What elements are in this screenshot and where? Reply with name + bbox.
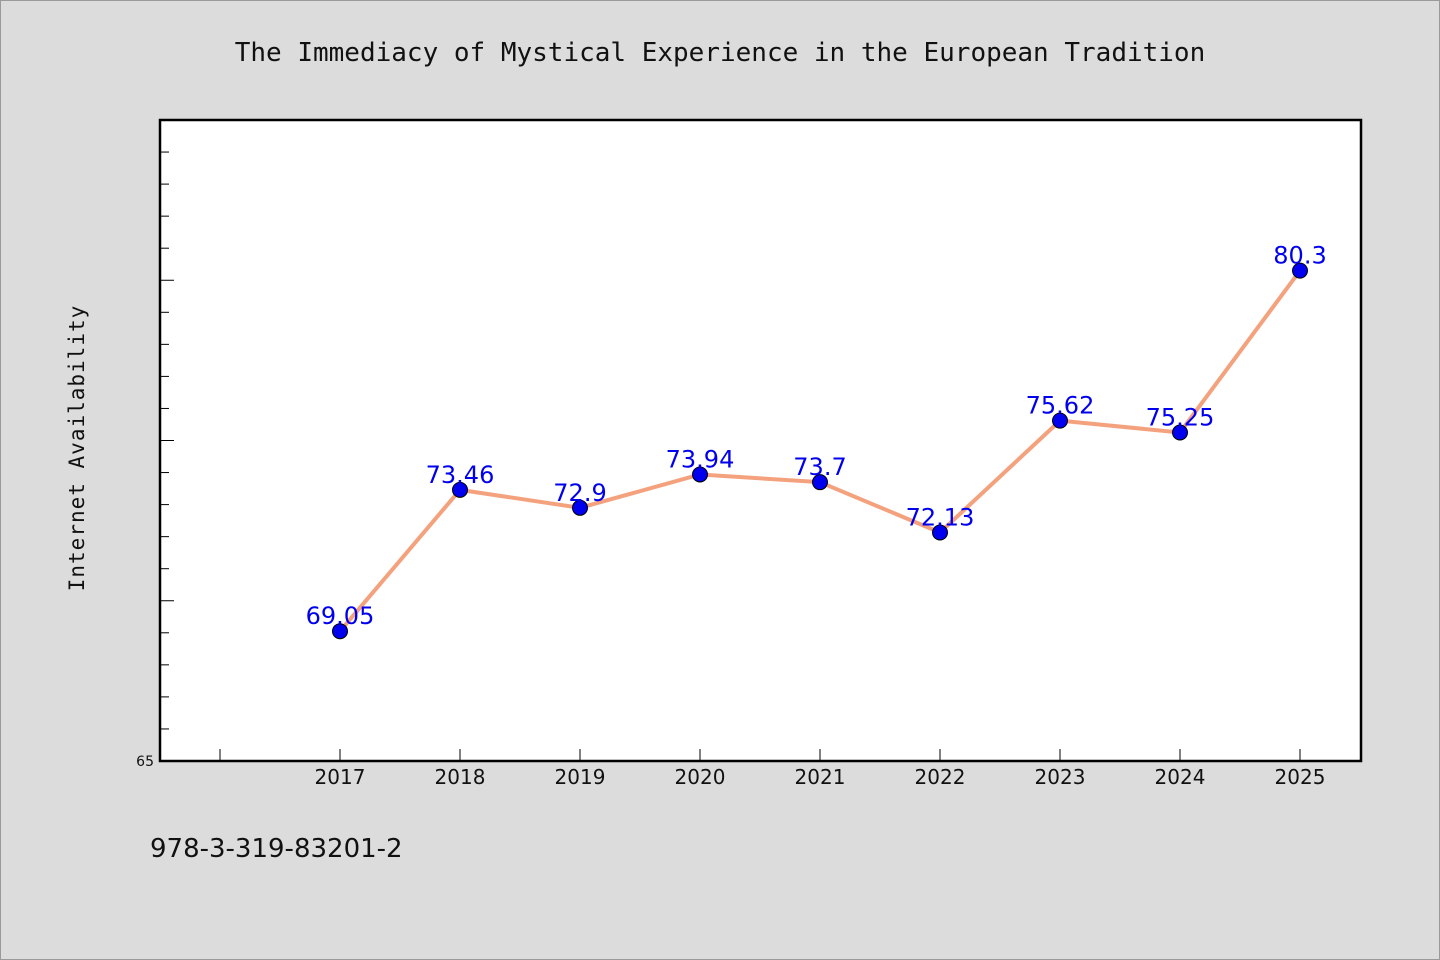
x-tick-label: 2022 — [915, 765, 966, 789]
data-point-marker — [1172, 424, 1188, 441]
x-tick-label: 2017 — [315, 765, 366, 789]
data-point-marker — [452, 481, 468, 498]
data-point-marker — [332, 623, 348, 640]
y-tick-label: 65 — [136, 754, 154, 770]
data-label: 75.25 — [1146, 403, 1215, 431]
x-tick-label: 2024 — [1155, 765, 1206, 789]
data-label: 75.62 — [1026, 392, 1095, 420]
data-label: 72.13 — [906, 503, 975, 531]
x-tick-label: 2021 — [795, 765, 846, 789]
data-point-marker — [1052, 412, 1068, 429]
data-label-group: 69.05 73.46 72.9 73.94 73.7 72.13 75.62 75.25 80… — [306, 242, 1327, 631]
data-label: 73.46 — [426, 461, 495, 489]
x-tick-label: 2018 — [435, 765, 486, 789]
isbn-footer: 978-3-319-83201-2 — [150, 834, 403, 864]
plot-area — [158, 118, 1363, 763]
x-axis-ticks: 2017 2018 2019 2020 2021 2022 2023 2024 2025 — [219, 749, 1326, 789]
marker-group — [332, 262, 1308, 640]
data-label: 69.05 — [306, 602, 375, 630]
y-axis-label: Internet Availability — [65, 305, 89, 592]
x-tick-label: 2025 — [1275, 765, 1326, 789]
data-point-marker — [1292, 262, 1308, 279]
x-tick-label: 2020 — [675, 765, 726, 789]
data-point-marker — [572, 499, 588, 516]
x-tick-label: 2019 — [555, 765, 606, 789]
x-tick-label: 2023 — [1035, 765, 1086, 789]
chart-title: The Immediacy of Mystical Experience in … — [235, 38, 1206, 68]
data-point-marker — [812, 474, 828, 491]
data-point-marker — [932, 524, 948, 541]
data-label: 73.7 — [793, 453, 846, 481]
data-point-marker — [692, 466, 708, 483]
y-axis-ticks: 65 — [136, 151, 174, 770]
data-label: 80.3 — [1273, 242, 1326, 270]
data-label: 73.94 — [666, 445, 735, 473]
data-label: 72.9 — [553, 479, 606, 507]
